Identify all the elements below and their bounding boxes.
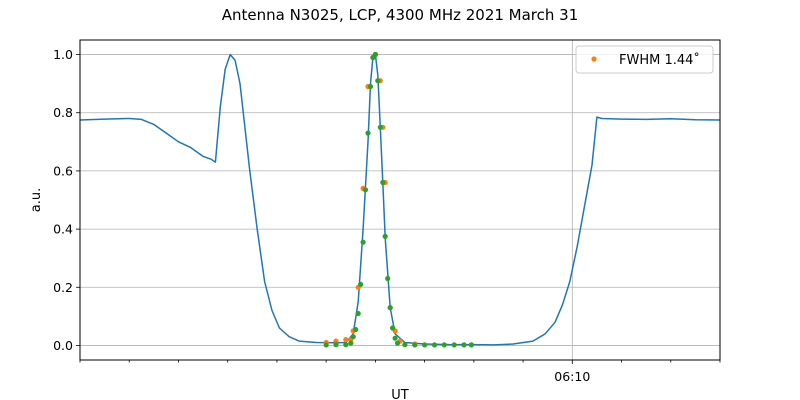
fit-point <box>422 342 428 348</box>
legend-marker <box>591 56 597 62</box>
fit-point <box>353 326 359 333</box>
y-tick-label: 0.4 <box>53 222 73 237</box>
fit-point <box>412 342 418 348</box>
series-line <box>79 53 721 346</box>
series-layer <box>79 51 721 348</box>
fit-point <box>390 325 396 331</box>
fit-point <box>375 78 381 84</box>
y-tick-label: 0.0 <box>53 338 73 353</box>
fit-point <box>402 342 408 348</box>
y-tick-label: 1.0 <box>53 47 73 62</box>
legend-label: FWHM 1.44˚ <box>619 52 700 68</box>
axes-frame <box>79 39 721 361</box>
y-tick-label: 0.2 <box>53 280 73 295</box>
fit-point <box>468 342 474 348</box>
fit-point <box>365 130 371 136</box>
y-tick-label: 0.6 <box>53 163 73 178</box>
fit-point <box>441 342 447 348</box>
chart-title: Antenna N3025, LCP, 4300 MHz 2021 March … <box>222 6 579 24</box>
x-axis-label: UT <box>391 388 409 400</box>
fit-point <box>358 281 364 287</box>
fit-point <box>461 342 467 348</box>
fit-point <box>348 340 354 346</box>
legend-box <box>575 45 714 74</box>
grid <box>80 40 720 360</box>
axis-ticks: 0.0 0.2 0.4 0.6 0.8 1.0 06:10 <box>53 47 721 384</box>
fit-point <box>394 340 401 346</box>
fit-point <box>431 342 438 348</box>
fit-point <box>355 310 361 317</box>
fit-point <box>350 334 356 340</box>
fit-point <box>451 342 457 348</box>
x-tick-label: 06:10 <box>554 369 590 384</box>
fit-point <box>367 83 374 90</box>
fit-point <box>385 275 391 282</box>
fit-point <box>380 179 386 186</box>
fit-point <box>387 305 393 311</box>
fit-point <box>392 335 398 341</box>
y-tick-label: 0.8 <box>53 105 73 120</box>
legend: FWHM 1.44˚ <box>575 45 714 74</box>
y-axis-label: a.u. <box>29 188 44 212</box>
fit-point <box>382 233 388 239</box>
fwhm-point <box>343 337 349 343</box>
fit-point <box>372 51 378 58</box>
fit-point <box>343 342 349 348</box>
fit-point <box>323 342 329 348</box>
fit-point <box>333 342 339 348</box>
fit-point <box>362 187 369 193</box>
fit-point <box>377 124 383 130</box>
fit-point <box>360 239 366 245</box>
